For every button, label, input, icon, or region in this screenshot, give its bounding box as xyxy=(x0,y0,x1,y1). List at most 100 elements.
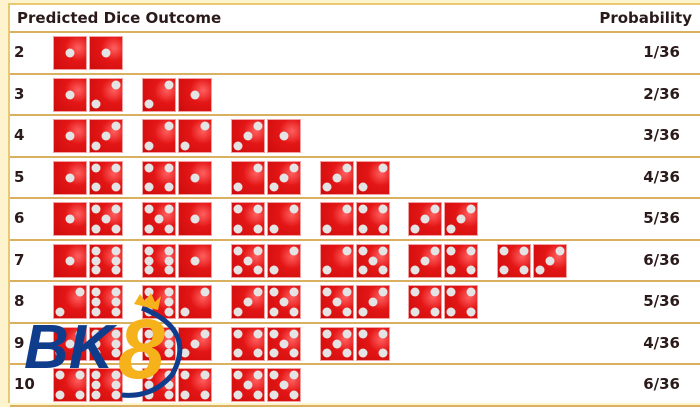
total-value: 10 xyxy=(14,375,35,393)
die-face-4-icon xyxy=(444,243,478,278)
pip xyxy=(253,287,263,297)
pip xyxy=(243,297,253,307)
pip xyxy=(289,287,299,297)
pip xyxy=(322,265,332,275)
die-face-1-icon xyxy=(53,77,87,112)
die-face-1-icon xyxy=(178,243,212,278)
pip xyxy=(243,380,253,390)
pip xyxy=(101,48,111,58)
pip xyxy=(91,287,101,297)
die-face-2-icon xyxy=(231,160,265,195)
pip xyxy=(410,224,420,234)
pip xyxy=(164,307,174,317)
pip xyxy=(111,348,121,358)
die-face-4-icon xyxy=(231,326,265,361)
die-face-3-icon xyxy=(533,243,567,278)
pip xyxy=(243,256,253,265)
pip xyxy=(91,246,101,256)
pip xyxy=(456,214,466,224)
pip xyxy=(342,246,352,256)
die-face-1-icon xyxy=(178,77,212,112)
total-value: 2 xyxy=(14,43,25,61)
pip xyxy=(144,224,154,234)
pip xyxy=(144,348,154,358)
die-face-2-icon xyxy=(89,77,123,112)
die-face-2-icon xyxy=(320,202,354,236)
total-value: 6 xyxy=(14,209,25,227)
pip xyxy=(368,256,378,265)
pip xyxy=(253,265,263,275)
pip xyxy=(269,224,279,234)
pip xyxy=(269,307,279,317)
pip xyxy=(378,287,388,297)
pip xyxy=(446,307,456,317)
pip xyxy=(144,99,154,109)
pip xyxy=(253,121,263,131)
pip xyxy=(65,339,75,348)
pip xyxy=(200,287,210,297)
die-face-6-icon xyxy=(142,326,176,361)
pip xyxy=(101,131,111,141)
pip xyxy=(519,265,529,275)
pip xyxy=(75,370,85,380)
probability-value: 1/36 xyxy=(643,43,680,61)
pip xyxy=(164,339,174,348)
pip xyxy=(499,265,509,275)
pip xyxy=(144,141,154,151)
pip xyxy=(111,182,121,192)
pip xyxy=(180,141,190,151)
pip xyxy=(91,339,101,348)
pip xyxy=(289,307,299,317)
die-face-5-icon xyxy=(320,285,354,319)
pip xyxy=(233,182,243,192)
pip xyxy=(164,348,174,358)
die-face-5-icon xyxy=(267,326,301,361)
pip xyxy=(358,182,368,192)
pip xyxy=(269,348,279,358)
pip xyxy=(164,297,174,307)
probability-value: 2/36 xyxy=(643,84,680,103)
pip xyxy=(378,348,388,358)
pip xyxy=(91,224,101,234)
pip xyxy=(111,370,121,380)
pip xyxy=(269,182,279,192)
pip xyxy=(269,287,279,297)
pip xyxy=(358,329,368,339)
table-row: 9 4/36 xyxy=(10,324,700,365)
die-face-1-icon xyxy=(267,119,301,153)
die-face-5-icon xyxy=(89,202,123,236)
table-row: 8 5/36 xyxy=(10,282,700,324)
probability-value: 6/36 xyxy=(643,375,680,393)
total-value: 4 xyxy=(14,126,25,144)
pip xyxy=(91,307,101,317)
pip xyxy=(190,339,200,348)
pip xyxy=(233,307,243,317)
die-face-3-icon xyxy=(178,326,212,361)
probability-value: 4/36 xyxy=(643,333,680,352)
pip xyxy=(144,182,154,192)
die-face-3-icon xyxy=(231,285,265,319)
die-face-6-icon xyxy=(89,285,123,319)
die-face-5-icon xyxy=(231,368,265,402)
probability-value: 6/36 xyxy=(643,250,680,269)
pip xyxy=(332,297,342,307)
pip xyxy=(164,224,174,234)
die-face-1-icon xyxy=(89,36,123,70)
die-face-5-icon xyxy=(356,243,390,278)
die-face-3-icon xyxy=(267,160,301,195)
pip xyxy=(164,329,174,339)
pip xyxy=(144,380,154,390)
die-face-6-icon xyxy=(89,326,123,361)
pip xyxy=(322,329,332,339)
pip xyxy=(269,390,279,400)
pip xyxy=(253,370,263,380)
total-value: 7 xyxy=(14,250,25,269)
die-face-3-icon xyxy=(444,202,478,236)
pip xyxy=(233,390,243,400)
pip xyxy=(75,390,85,400)
pip xyxy=(289,370,299,380)
die-face-4-icon xyxy=(497,243,531,278)
pip xyxy=(144,163,154,173)
die-face-5-icon xyxy=(267,285,301,319)
die-face-5-icon xyxy=(320,326,354,361)
